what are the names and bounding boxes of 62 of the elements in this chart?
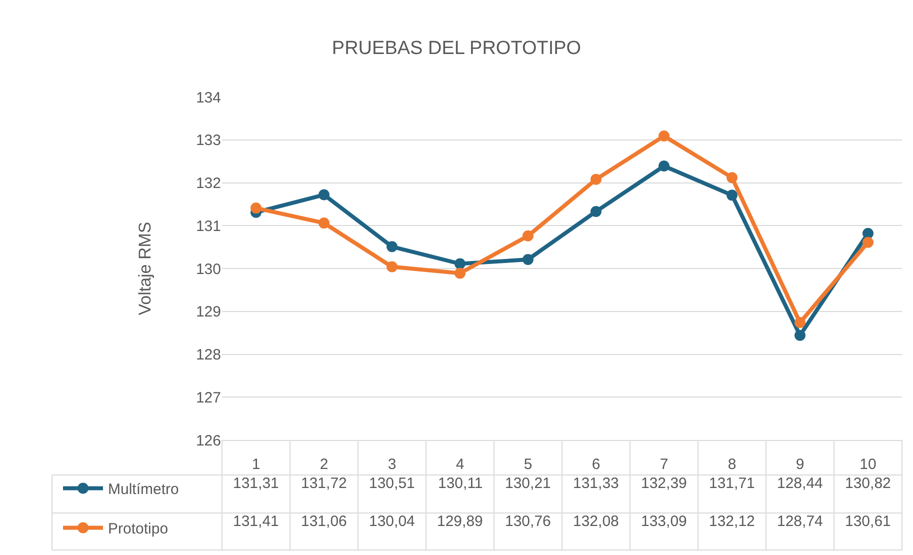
point [522, 254, 534, 265]
data-label: 130,82 [845, 475, 891, 492]
data-label: 130,61 [845, 513, 891, 530]
data-label: 131,41 [233, 513, 279, 530]
point [454, 268, 466, 279]
data-label: 130,76 [505, 513, 551, 530]
data-label: 132,39 [641, 475, 687, 492]
point [386, 241, 398, 252]
x-tick-label: 7 [660, 456, 668, 473]
data-label: 130,51 [369, 475, 415, 492]
point [794, 330, 806, 341]
legend-label: Prototipo [108, 520, 168, 538]
data-label: 133,09 [641, 513, 687, 530]
x-tick-label: 5 [524, 456, 532, 473]
y-tick-label: 131 [196, 218, 221, 235]
point [726, 172, 738, 184]
point [658, 130, 670, 142]
data-label: 131,71 [709, 475, 755, 492]
y-tick-label: 128 [196, 346, 221, 364]
point [250, 202, 262, 214]
point [318, 218, 330, 229]
x-tick-label: 3 [388, 456, 396, 473]
x-tick-label: 6 [592, 456, 600, 473]
chart-title: PRUEBAS DEL PROTOTIPO [332, 38, 582, 59]
y-tick-label: 132 [196, 175, 221, 192]
data-label: 128,74 [777, 513, 823, 530]
data-label: 128,44 [777, 475, 823, 492]
x-tick-label: 4 [456, 456, 464, 473]
point [590, 174, 602, 185]
x-tick-label: 10 [860, 456, 876, 473]
data-label: 131,33 [573, 475, 619, 492]
y-tick-label: 134 [196, 89, 221, 106]
point [386, 261, 398, 272]
y-tick-label: 127 [196, 389, 221, 406]
y-tick-label: 126 [196, 432, 221, 450]
x-tick-label: 9 [796, 456, 804, 473]
data-label: 132,08 [573, 513, 619, 530]
data-label: 132,12 [709, 513, 755, 530]
x-tick-label: 1 [252, 456, 260, 473]
point [522, 230, 534, 242]
data-label: 129,89 [437, 513, 483, 530]
data-label: 131,31 [233, 475, 279, 492]
y-tick-label: 133 [196, 132, 221, 150]
y-tick-label: 130 [196, 260, 221, 278]
point [862, 228, 874, 239]
point [658, 160, 670, 172]
point [794, 317, 806, 328]
legend-label: Multímetro [108, 481, 179, 498]
data-label: 131,06 [301, 513, 347, 530]
point [590, 206, 602, 217]
x-tick-label: 2 [320, 456, 328, 473]
point [862, 236, 874, 248]
point [454, 258, 466, 270]
data-label: 130,04 [369, 513, 415, 530]
y-axis-title: Voltaje RMS [136, 222, 155, 316]
y-tick-label: 129 [196, 304, 221, 321]
point [318, 189, 330, 200]
x-tick-label: 8 [728, 456, 736, 473]
point [726, 190, 738, 201]
data-label: 130,11 [438, 475, 483, 492]
data-label: 131,72 [301, 475, 347, 492]
data-label: 130,21 [505, 475, 551, 492]
